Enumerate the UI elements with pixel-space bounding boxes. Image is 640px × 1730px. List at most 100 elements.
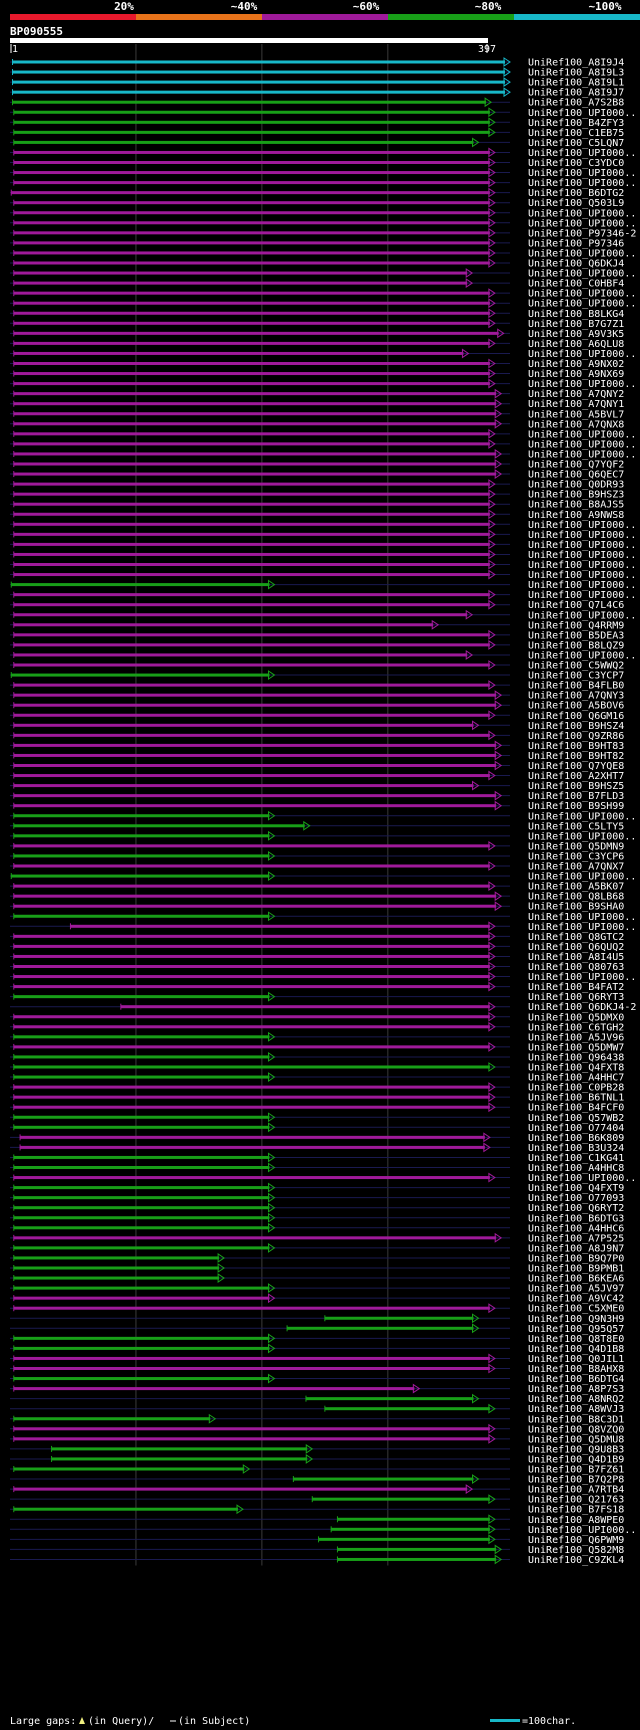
hit-row[interactable]: UniRef100_Q9U8B3 — [10, 1443, 624, 1455]
hit-row[interactable]: UniRef100_A7QNX7 — [10, 861, 624, 873]
hit-label[interactable]: UniRef100_Q21763 — [528, 1495, 624, 1506]
hit-label[interactable]: UniRef100_C1EB75 — [528, 128, 624, 139]
hit-label[interactable]: UniRef100_B4FCF0 — [528, 1103, 624, 1114]
hit-label[interactable]: UniRef100_UPI000.. — [528, 1525, 636, 1536]
hit-row[interactable]: UniRef100_A8I9L3 — [10, 67, 624, 79]
hit-row[interactable]: UniRef100_C1EB75 — [10, 127, 624, 139]
hit-label[interactable]: UniRef100_B9HT83 — [528, 741, 624, 752]
hit-row[interactable]: UniRef100_C5WWQ2 — [10, 660, 624, 672]
hit-row[interactable]: UniRef100_A9NX02 — [10, 358, 624, 370]
hit-row[interactable]: UniRef100_A9NX69 — [10, 368, 624, 380]
hit-label[interactable]: UniRef100_UPI000.. — [528, 520, 636, 531]
hit-row[interactable]: UniRef100_A5BOV6 — [10, 700, 624, 712]
hit-label[interactable]: UniRef100_C3YCP6 — [528, 851, 624, 862]
hit-label[interactable]: UniRef100_B6DTG4 — [528, 1374, 624, 1385]
hit-row[interactable]: UniRef100_UPI000.. — [10, 217, 636, 229]
hit-label[interactable]: UniRef100_UPI000.. — [528, 560, 636, 571]
hit-label[interactable]: UniRef100_A7S2B8 — [528, 98, 624, 109]
hit-row[interactable]: UniRef100_A6QLU8 — [10, 338, 624, 350]
hit-label[interactable]: UniRef100_A6QLU8 — [528, 339, 624, 350]
hit-label[interactable]: UniRef100_Q6PWM9 — [528, 1535, 624, 1546]
hit-row[interactable]: UniRef100_UPI000.. — [10, 830, 636, 842]
hit-label[interactable]: UniRef100_B4FAT2 — [528, 982, 624, 993]
hit-label[interactable]: UniRef100_UPI000.. — [528, 530, 636, 541]
hit-label[interactable]: UniRef100_Q6GM16 — [528, 711, 624, 722]
hit-row[interactable]: UniRef100_UPI000.. — [10, 539, 636, 551]
hit-label[interactable]: UniRef100_Q6QEC7 — [528, 470, 624, 481]
hit-row[interactable]: UniRef100_Q8T8E0 — [10, 1333, 624, 1345]
hit-row[interactable]: UniRef100_UPI000.. — [10, 549, 636, 561]
hit-label[interactable]: UniRef100_Q96438 — [528, 1052, 624, 1063]
hit-row[interactable]: UniRef100_C1KG41 — [10, 1152, 624, 1164]
hit-label[interactable]: UniRef100_A9NWS8 — [528, 510, 624, 521]
hit-label[interactable]: UniRef100_UPI000.. — [528, 811, 636, 822]
hit-label[interactable]: UniRef100_UPI000.. — [528, 269, 636, 280]
hit-row[interactable]: UniRef100_UPI000.. — [10, 810, 636, 822]
hit-row[interactable]: UniRef100_B8AHX8 — [10, 1363, 624, 1375]
hit-label[interactable]: UniRef100_Q7YQF2 — [528, 460, 624, 471]
hit-row[interactable]: UniRef100_B3U324 — [10, 1142, 624, 1154]
hit-row[interactable]: UniRef100_Q4FXT8 — [10, 1062, 624, 1074]
hit-row[interactable]: UniRef100_A8I9L1 — [10, 77, 624, 89]
hit-row[interactable]: UniRef100_A4HHC8 — [10, 1162, 624, 1174]
hit-label[interactable]: UniRef100_C9ZKL4 — [528, 1555, 624, 1566]
hit-row[interactable]: UniRef100_UPI000.. — [10, 207, 636, 219]
hit-row[interactable]: UniRef100_B9PMB1 — [10, 1263, 624, 1275]
hit-row[interactable]: UniRef100_B9HSZ3 — [10, 489, 624, 501]
hit-row[interactable]: UniRef100_Q6GM16 — [10, 710, 624, 722]
hit-row[interactable]: UniRef100_UPI000.. — [10, 921, 636, 933]
hit-row[interactable]: UniRef100_B7FZ61 — [10, 1464, 624, 1476]
hit-row[interactable]: UniRef100_B6K809 — [10, 1132, 624, 1144]
hit-label[interactable]: UniRef100_B6KEA6 — [528, 1274, 624, 1285]
hit-label[interactable]: UniRef100_UPI000.. — [528, 872, 636, 883]
hit-label[interactable]: UniRef100_UPI000.. — [528, 580, 636, 591]
hit-label[interactable]: UniRef100_A8I4U5 — [528, 952, 624, 963]
hit-label[interactable]: UniRef100_UPI000.. — [528, 429, 636, 440]
hit-row[interactable]: UniRef100_B6DTG3 — [10, 1212, 624, 1224]
hit-row[interactable]: UniRef100_UPI000.. — [10, 529, 636, 541]
hit-label[interactable]: UniRef100_A8NRQ2 — [528, 1394, 624, 1405]
hit-label[interactable]: UniRef100_Q8T8E0 — [528, 1334, 624, 1345]
hit-label[interactable]: UniRef100_Q4FXT9 — [528, 1183, 624, 1194]
hit-label[interactable]: UniRef100_O77404 — [528, 1123, 624, 1134]
hit-label[interactable]: UniRef100_Q9ZR86 — [528, 731, 624, 742]
hit-row[interactable]: UniRef100_C9ZKL4 — [10, 1554, 624, 1566]
hit-label[interactable]: UniRef100_B5DEA3 — [528, 630, 624, 641]
hit-row[interactable]: UniRef100_B9Q7P0 — [10, 1253, 624, 1264]
hit-row[interactable]: UniRef100_UPI000.. — [10, 438, 636, 450]
hit-row[interactable]: UniRef100_UPI000.. — [10, 428, 636, 440]
hit-label[interactable]: UniRef100_UPI000.. — [528, 610, 636, 621]
hit-label[interactable]: UniRef100_A8WPE0 — [528, 1515, 624, 1526]
hit-row[interactable]: UniRef100_B6DTG4 — [10, 1373, 624, 1385]
hit-row[interactable]: UniRef100_A8NRQ2 — [10, 1393, 624, 1405]
hit-row[interactable]: UniRef100_Q4D1B8 — [10, 1343, 624, 1355]
hit-label[interactable]: UniRef100_UPI000.. — [528, 218, 636, 229]
hit-row[interactable]: UniRef100_Q503L9 — [10, 197, 624, 209]
hit-label[interactable]: UniRef100_Q4RRM9 — [528, 620, 624, 631]
hit-row[interactable]: UniRef100_B9HT82 — [10, 750, 624, 762]
hit-row[interactable]: UniRef100_UPI000.. — [10, 650, 636, 661]
hit-row[interactable]: UniRef100_C5XME0 — [10, 1303, 624, 1315]
hit-row[interactable]: UniRef100_Q5DMW7 — [10, 1041, 624, 1053]
hit-row[interactable]: UniRef100_UPI000.. — [10, 348, 636, 360]
hit-label[interactable]: UniRef100_Q6RYT3 — [528, 992, 624, 1003]
hit-row[interactable]: UniRef100_C0HBF4 — [10, 278, 624, 290]
hit-label[interactable]: UniRef100_B9HSZ4 — [528, 721, 624, 732]
hit-label[interactable]: UniRef100_A7P525 — [528, 1233, 624, 1244]
hit-row[interactable]: UniRef100_B9HSZ4 — [10, 720, 624, 732]
hit-label[interactable]: UniRef100_B4ZFY3 — [528, 118, 624, 129]
hit-label[interactable]: UniRef100_P97346-2 — [528, 228, 636, 239]
hit-label[interactable]: UniRef100_Q6DKJ4 — [528, 259, 624, 270]
hit-label[interactable]: UniRef100_C5XME0 — [528, 1304, 624, 1315]
hit-label[interactable]: UniRef100_Q7YQE8 — [528, 761, 624, 772]
hit-row[interactable]: UniRef100_UPI000.. — [10, 449, 636, 460]
hit-row[interactable]: UniRef100_UPI000.. — [10, 298, 636, 310]
hit-label[interactable]: UniRef100_Q5DMX0 — [528, 1012, 624, 1023]
hit-label[interactable]: UniRef100_UPI000.. — [528, 168, 636, 179]
hit-row[interactable]: UniRef100_B7FLD3 — [10, 790, 624, 802]
hit-row[interactable]: UniRef100_UPI000.. — [10, 147, 636, 159]
hit-label[interactable]: UniRef100_UPI000.. — [528, 912, 636, 923]
hit-label[interactable]: UniRef100_A8J9N7 — [528, 1243, 624, 1254]
hit-row[interactable]: UniRef100_Q582M8 — [10, 1544, 624, 1556]
hit-label[interactable]: UniRef100_A7QNY3 — [528, 691, 624, 702]
